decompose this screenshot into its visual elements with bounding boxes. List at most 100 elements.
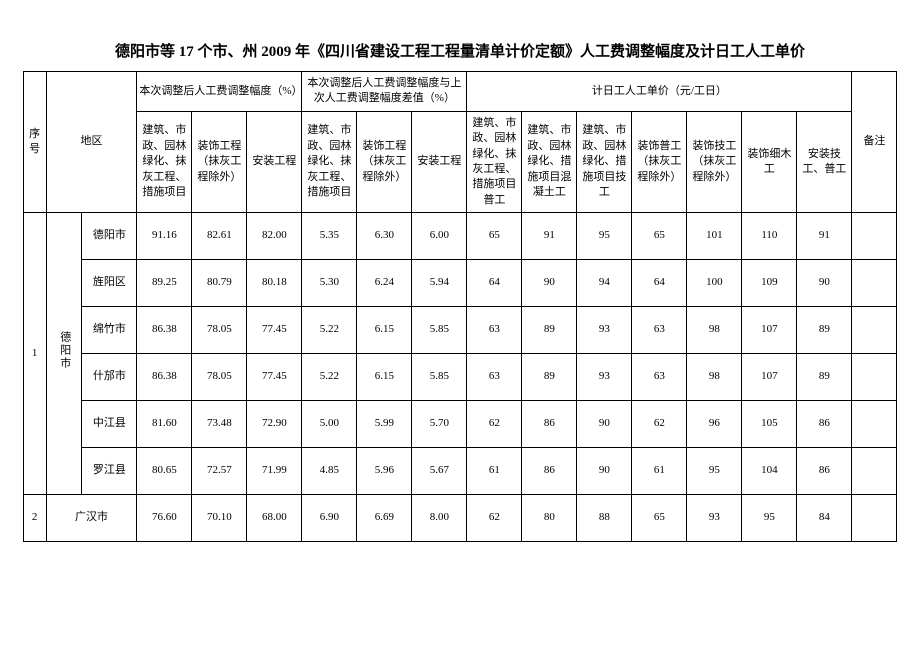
data-cell: 105 [742,401,797,448]
data-cell: 90 [577,448,632,495]
table-row: 1德阳市德阳市91.1682.6182.005.356.306.00659195… [23,213,897,260]
region-name-cell: 广汉市 [46,495,137,542]
data-cell: 64 [467,260,522,307]
data-cell: 91 [797,213,852,260]
table-row: 中江县81.6073.4872.905.005.995.706286906296… [23,401,897,448]
data-cell: 88 [577,495,632,542]
data-cell: 5.85 [412,354,467,401]
remark-cell [852,213,897,260]
data-cell: 63 [632,307,687,354]
data-cell: 6.69 [357,495,412,542]
data-cell: 5.00 [302,401,357,448]
data-cell: 110 [742,213,797,260]
data-cell: 78.05 [192,307,247,354]
data-cell: 86 [797,448,852,495]
data-cell: 77.45 [247,354,302,401]
remark-cell [852,495,897,542]
data-cell: 86 [522,448,577,495]
region-name-cell: 中江县 [82,401,137,448]
data-cell: 95 [687,448,742,495]
data-cell: 5.96 [357,448,412,495]
data-cell: 77.45 [247,307,302,354]
data-cell: 73.48 [192,401,247,448]
data-cell: 6.24 [357,260,412,307]
table-row: 罗江县80.6572.5771.994.855.965.676186906195… [23,448,897,495]
data-cell: 91.16 [137,213,192,260]
data-cell: 63 [467,354,522,401]
remark-cell [852,401,897,448]
data-cell: 5.85 [412,307,467,354]
page-title: 德阳市等 17 个市、州 2009 年《四川省建设工程工程量清单计价定额》人工费… [20,40,900,61]
header-g3c1: 建筑、市政、园林绿化、抹灰工程、措施项目普工 [467,111,522,212]
data-cell: 6.30 [357,213,412,260]
data-cell: 90 [522,260,577,307]
table-row: 什邡市86.3878.0577.455.226.155.856389936398… [23,354,897,401]
data-cell: 80.65 [137,448,192,495]
header-g3c5: 装饰技工（抹灰工程除外） [687,111,742,212]
data-cell: 5.22 [302,354,357,401]
region-group-cell: 德阳市 [46,213,82,495]
data-cell: 86.38 [137,354,192,401]
header-g2c3: 安装工程 [412,111,467,212]
data-cell: 109 [742,260,797,307]
data-cell: 5.70 [412,401,467,448]
data-cell: 62 [467,401,522,448]
seq-cell: 1 [23,213,46,495]
data-cell: 71.99 [247,448,302,495]
data-cell: 93 [687,495,742,542]
remark-cell [852,448,897,495]
data-cell: 100 [687,260,742,307]
remark-cell [852,260,897,307]
data-cell: 107 [742,354,797,401]
data-cell: 5.67 [412,448,467,495]
header-g3c4: 装饰普工（抹灰工程除外） [632,111,687,212]
header-g2c2: 装饰工程（抹灰工程除外） [357,111,412,212]
data-cell: 72.90 [247,401,302,448]
data-cell: 98 [687,307,742,354]
data-cell: 86 [797,401,852,448]
data-cell: 61 [632,448,687,495]
region-name-cell: 德阳市 [82,213,137,260]
header-remark: 备注 [852,72,897,213]
header-g3c7: 安装技工、普工 [797,111,852,212]
remark-cell [852,307,897,354]
data-cell: 6.90 [302,495,357,542]
table-row: 旌阳区89.2580.7980.185.306.245.946490946410… [23,260,897,307]
table-row: 2广汉市76.6070.1068.006.906.698.00628088659… [23,495,897,542]
region-name-cell: 旌阳区 [82,260,137,307]
data-cell: 80.79 [192,260,247,307]
data-cell: 95 [577,213,632,260]
data-cell: 6.15 [357,354,412,401]
data-cell: 65 [632,495,687,542]
data-cell: 104 [742,448,797,495]
data-cell: 5.22 [302,307,357,354]
data-cell: 91 [522,213,577,260]
data-cell: 5.94 [412,260,467,307]
data-cell: 5.35 [302,213,357,260]
seq-cell: 2 [23,495,46,542]
data-cell: 82.00 [247,213,302,260]
data-cell: 98 [687,354,742,401]
header-g1c2: 装饰工程（抹灰工程除外） [192,111,247,212]
header-region: 地区 [46,72,137,213]
data-cell: 4.85 [302,448,357,495]
data-cell: 101 [687,213,742,260]
data-cell: 72.57 [192,448,247,495]
data-cell: 65 [467,213,522,260]
header-group3: 计日工人工单价（元/工日） [467,72,852,112]
remark-cell [852,354,897,401]
data-cell: 76.60 [137,495,192,542]
header-g1c1: 建筑、市政、园林绿化、抹灰工程、措施项目 [137,111,192,212]
header-g3c6: 装饰细木工 [742,111,797,212]
header-g3c2: 建筑、市政、园林绿化、措施项目混凝土工 [522,111,577,212]
data-cell: 70.10 [192,495,247,542]
data-table: 序号 地区 本次调整后人工费调整幅度（%） 本次调整后人工费调整幅度与上次人工费… [23,71,898,542]
data-cell: 96 [687,401,742,448]
data-cell: 80.18 [247,260,302,307]
data-cell: 82.61 [192,213,247,260]
data-cell: 89 [797,354,852,401]
data-cell: 89.25 [137,260,192,307]
header-g2c1: 建筑、市政、园林绿化、抹灰工程、措施项目 [302,111,357,212]
header-g3c3: 建筑、市政、园林绿化、措施项目技工 [577,111,632,212]
data-cell: 86.38 [137,307,192,354]
